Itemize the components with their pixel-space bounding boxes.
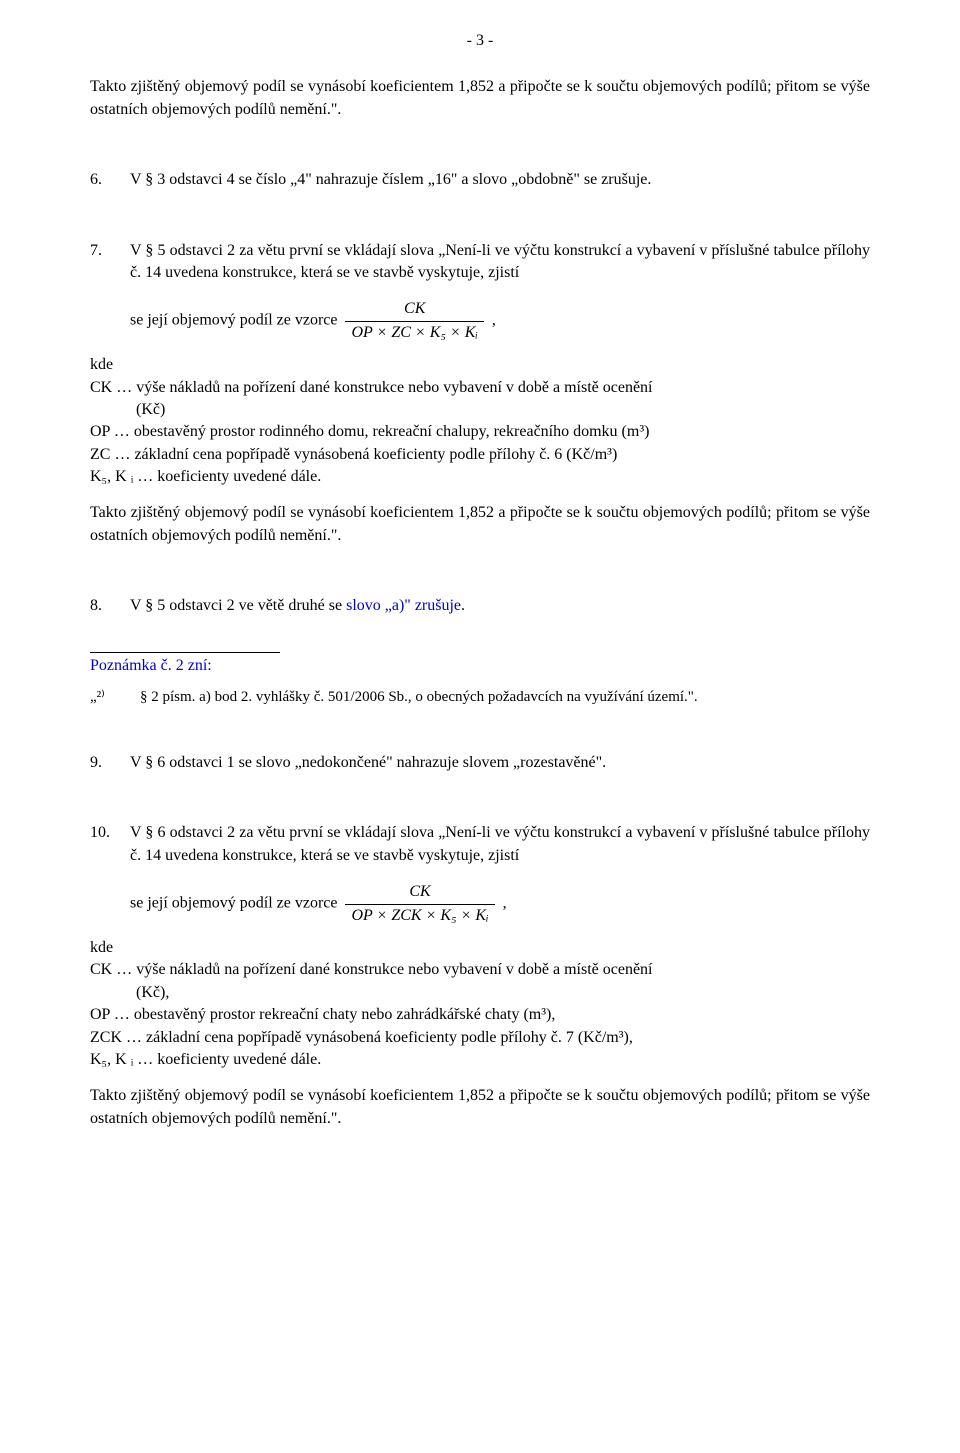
item-7-formula-top: CK — [345, 298, 483, 320]
defs1-op: OP … obestavěný prostor rodinného domu, … — [90, 421, 870, 443]
footnote-row: „²⁾ § 2 písm. a) bod 2. vyhlášky č. 501/… — [90, 687, 870, 708]
item-10-text-top: V § 6 odstavci 2 za větu první se vkláda… — [130, 822, 870, 867]
item-10-formula-bottom: OP × ZCK × K₅ × Kᵢ — [345, 904, 494, 927]
item-6: 6. V § 3 odstavci 4 se číslo „4" nahrazu… — [90, 169, 870, 191]
defs2-ck2: (Kč), — [90, 982, 870, 1004]
item-8-blue2: zrušuje — [415, 597, 461, 614]
page-number: - 3 - — [90, 30, 870, 52]
item-9-number: 9. — [90, 752, 130, 774]
item-8: 8. V § 5 odstavci 2 ve větě druhé se slo… — [90, 595, 870, 617]
item-6-text: V § 3 odstavci 4 se číslo „4" nahrazuje … — [130, 169, 870, 191]
item-10-formula: CK OP × ZCK × K₅ × Kᵢ — [345, 881, 494, 927]
item-10: 10. V § 6 odstavci 2 za větu první se vk… — [90, 822, 870, 867]
defs2-ck: CK … výše nákladů na pořízení dané konst… — [90, 959, 870, 981]
item-7-number: 7. — [90, 240, 130, 285]
item-7-formula-line: se její objemový podíl ze vzorce CK OP ×… — [130, 298, 870, 344]
para-intro-end: Takto zjištěný objemový podíl se vynásob… — [90, 1085, 870, 1130]
item-10-formula-top: CK — [345, 881, 494, 903]
defs1-k: K₅, K ᵢ … koeficienty uvedené dále. — [90, 466, 870, 488]
defs1-zc: ZC … základní cena popřípadě vynásobená … — [90, 444, 870, 466]
item-10-number: 10. — [90, 822, 130, 867]
para-intro-top: Takto zjištěný objemový podíl se vynásob… — [90, 76, 870, 121]
item-8-pre: V § 5 odstavci 2 ve větě druhé se — [130, 597, 346, 614]
defs-2: kde CK … výše nákladů na pořízení dané k… — [90, 937, 870, 1071]
defs2-zck: ZCK … základní cena popřípadě vynásobená… — [90, 1027, 870, 1049]
item-7-formula-tail: , — [492, 312, 496, 329]
defs2-kde: kde — [90, 937, 870, 959]
item-10-formula-lead: se její objemový podíl ze vzorce — [130, 895, 337, 912]
item-8-post: . — [461, 597, 465, 614]
item-9-text: V § 6 odstavci 1 se slovo „nedokončené" … — [130, 752, 870, 774]
poznamka-label: Poznámka č. 2 zní: — [90, 655, 870, 677]
item-7-text-top: V § 5 odstavci 2 za větu první se vkláda… — [130, 240, 870, 285]
defs2-op: OP … obestavěný prostor rekreační chaty … — [90, 1004, 870, 1026]
item-7-formula-bottom: OP × ZC × K₅ × Kᵢ — [345, 321, 483, 344]
defs-1: kde CK … výše nákladů na pořízení dané k… — [90, 354, 870, 488]
item-9: 9. V § 6 odstavci 1 se slovo „nedokončen… — [90, 752, 870, 774]
item-7: 7. V § 5 odstavci 2 za větu první se vkl… — [90, 240, 870, 285]
para-intro-mid: Takto zjištěný objemový podíl se vynásob… — [90, 502, 870, 547]
footnote-num: „²⁾ — [90, 687, 140, 708]
defs1-kde: kde — [90, 354, 870, 376]
defs1-ck2: (Kč) — [90, 399, 870, 421]
footnote-text: § 2 písm. a) bod 2. vyhlášky č. 501/2006… — [140, 687, 698, 708]
item-8-blue1: slovo „a)" — [346, 597, 411, 614]
item-8-body: V § 5 odstavci 2 ve větě druhé se slovo … — [130, 595, 870, 617]
item-6-number: 6. — [90, 169, 130, 191]
item-7-formula: CK OP × ZC × K₅ × Kᵢ — [345, 298, 483, 344]
item-10-formula-tail: , — [503, 895, 507, 912]
item-10-formula-line: se její objemový podíl ze vzorce CK OP ×… — [130, 881, 870, 927]
footnote-rule — [90, 652, 280, 653]
item-7-formula-lead: se její objemový podíl ze vzorce — [130, 312, 337, 329]
defs1-ck: CK … výše nákladů na pořízení dané konst… — [90, 377, 870, 399]
item-8-number: 8. — [90, 595, 130, 617]
defs2-k: K₅, K ᵢ … koeficienty uvedené dále. — [90, 1049, 870, 1071]
